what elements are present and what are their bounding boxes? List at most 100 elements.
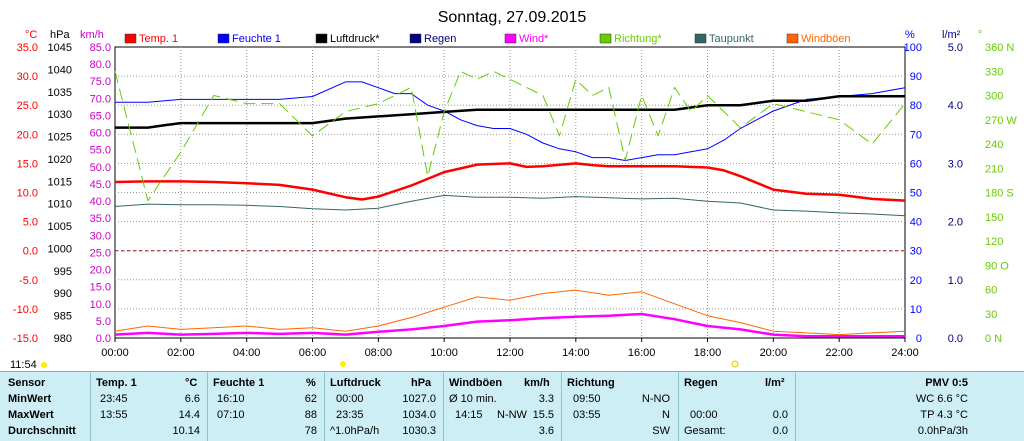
- temp-tick-label: 35.0: [17, 42, 38, 54]
- temp-tick-label: 30.0: [17, 71, 38, 83]
- rain-tick-label: 2.0: [948, 217, 963, 229]
- wind-tick-label: 10.0: [90, 299, 111, 311]
- temp-axis: 35.0 30.0 25.0 20.0 15.0 10.0 5.0 0.0 -5.0 -10.0 -…: [13, 42, 38, 345]
- plot-area: [114, 46, 906, 339]
- wind-tick-label: 50.0: [90, 162, 111, 174]
- humidity-tick-label: 70: [910, 129, 922, 141]
- legend-label: Feuchte 1: [232, 33, 281, 45]
- humidity-unit-label: %: [306, 377, 316, 389]
- x-tick-label: 04:00: [233, 347, 261, 359]
- direction-max-time: 03:55: [573, 409, 601, 421]
- direction-min-value: N-NO: [641, 393, 670, 405]
- direction-avg-value: SW: [652, 425, 670, 437]
- row-label-max: MaxWert: [8, 409, 54, 421]
- pressure-tick-label: 1015: [48, 176, 72, 188]
- temp-avg-value: 10.14: [172, 425, 200, 437]
- rain-unit: l/m²: [942, 29, 961, 41]
- series-gust: [114, 289, 906, 336]
- rain-tick-label: 3.0: [948, 158, 963, 170]
- wind-tick-label: 0.0: [96, 333, 111, 345]
- rain-tick-label: 5.0: [948, 42, 963, 54]
- x-tick-label: 14:00: [562, 347, 590, 359]
- humidity-max-value: 88: [304, 409, 317, 421]
- gust-max-time: 14:15: [455, 409, 483, 421]
- rain-axis: 5.0 4.0 3.0 2.0 1.0 0.0: [948, 42, 963, 345]
- direction-max-value: N: [662, 409, 670, 421]
- direction-tick-label: 300: [985, 91, 1003, 103]
- x-tick-label: 00:00: [101, 347, 129, 359]
- chart-title: Sonntag, 27.09.2015: [438, 9, 587, 26]
- time-axis: 00:00 02:00 04:00 06:00 08:00 10:00 12:00 14:00…: [101, 338, 919, 359]
- pressure-min-value: 1027.0: [402, 393, 436, 405]
- time-label: 11:54: [10, 359, 37, 371]
- legend-label: Wind*: [519, 33, 549, 45]
- legend-swatch: [315, 33, 328, 44]
- rain-title: Regen: [684, 377, 718, 389]
- legend-swatch: [124, 33, 137, 44]
- direction-tick-label: 120: [985, 236, 1003, 248]
- temp-tick-label: 25.0: [17, 100, 38, 112]
- series-humidity: [115, 81, 906, 161]
- pressure-tick-label: 1025: [48, 132, 72, 144]
- pressure-tick-label: 995: [54, 266, 72, 278]
- legend-label: Windböen: [801, 33, 851, 45]
- direction-tick-label: 60: [985, 285, 997, 297]
- x-tick-label: 16:00: [628, 347, 656, 359]
- humidity-unit: %: [905, 29, 915, 41]
- legend-swatch: [694, 33, 707, 44]
- rain-tick-label: 4.0: [948, 100, 963, 112]
- temp-tick-label: 20.0: [17, 129, 38, 141]
- rain-tick-label: 0.0: [948, 333, 963, 345]
- humidity-avg-value: 78: [304, 425, 317, 437]
- humidity-tick-label: 60: [910, 158, 922, 170]
- wind-tick-label: 40.0: [90, 196, 111, 208]
- x-tick-label: 02:00: [167, 347, 195, 359]
- humidity-title: Feuchte 1: [213, 377, 265, 389]
- temp-tick-label: 10.0: [17, 188, 38, 200]
- pressure-title: Luftdruck: [330, 377, 381, 389]
- rain-max-value: 0.0: [772, 409, 788, 421]
- series-dewpoint: [114, 194, 906, 217]
- legend-label: Regen: [424, 33, 456, 45]
- direction-title: Richtung: [567, 377, 615, 389]
- rain-max-time: 00:00: [690, 409, 718, 421]
- sun-marker: [340, 361, 346, 367]
- legend-swatch: [504, 33, 517, 44]
- pressure-axis: 1045 1040 1035 1030 1025 1020 1015 1010 1005 1000…: [48, 42, 72, 345]
- temp-tick-label: 15.0: [17, 158, 38, 170]
- pressure-max-value: 1034.0: [402, 409, 436, 421]
- x-tick-label: 24:00: [891, 347, 919, 359]
- gust-avg10-label: Ø 10 min.: [449, 393, 497, 405]
- gust-avg-value: 3.6: [538, 425, 554, 437]
- pressure-tick-label: 1020: [48, 154, 72, 166]
- direction-unit: °: [978, 29, 982, 41]
- humidity-tick-label: 30: [910, 246, 922, 258]
- rain-total-value: 0.0: [772, 425, 788, 437]
- temp-unit: °C: [25, 29, 37, 41]
- legend-swatch: [217, 33, 230, 44]
- pmv-pressure-trend: 0.0hPa/3h: [917, 425, 968, 437]
- wind-tick-label: 5.0: [96, 316, 111, 328]
- gust-unit-label: km/h: [524, 377, 550, 389]
- temp-tick-label: -10.0: [13, 304, 38, 316]
- pressure-tick-label: 1040: [48, 64, 72, 76]
- direction-tick-label: 240: [985, 139, 1003, 151]
- wind-tick-label: 20.0: [90, 265, 111, 277]
- pressure-tick-label: 1010: [48, 199, 72, 211]
- humidity-min-value: 62: [304, 393, 317, 405]
- wind-tick-label: 65.0: [90, 110, 111, 122]
- humidity-tick-label: 10: [910, 304, 922, 316]
- legend-label: Luftdruck*: [330, 33, 380, 45]
- direction-tick-label: 30: [985, 309, 997, 321]
- series-temp: [114, 162, 906, 202]
- wind-tick-label: 35.0: [90, 213, 111, 225]
- x-tick-label: 22:00: [825, 347, 853, 359]
- statistics-table: Sensor MinWert MaxWert Durchschnitt Temp…: [0, 371, 1024, 441]
- pressure-unit-label: hPa: [411, 377, 432, 389]
- pressure-tick-label: 1035: [48, 87, 72, 99]
- humidity-tick-label: 80: [910, 100, 922, 112]
- wind-tick-label: 25.0: [90, 247, 111, 259]
- x-tick-label: 10:00: [430, 347, 458, 359]
- weather-line-chart: Sonntag, 27.09.2015 35.0 30.0 25.0 20.0 15.0…: [10, 9, 1017, 371]
